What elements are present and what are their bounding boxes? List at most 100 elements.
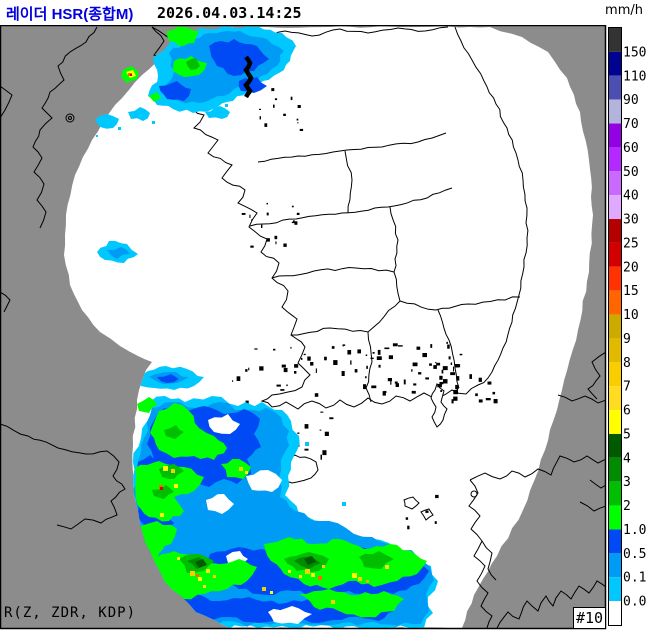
- island-speck: [437, 383, 442, 388]
- island-speck: [455, 364, 459, 368]
- island-speck: [390, 381, 392, 385]
- island-speck: [273, 104, 275, 108]
- island-speck: [296, 118, 299, 121]
- island-speck: [487, 381, 492, 385]
- island-speck: [291, 221, 295, 224]
- island-speck: [266, 212, 269, 216]
- island-speck: [469, 374, 472, 379]
- island-speck: [324, 356, 327, 361]
- island-speck: [436, 362, 441, 366]
- precip-cell: [221, 459, 251, 479]
- legend-segment: [609, 75, 621, 100]
- frame-number-badge: #10: [573, 607, 606, 629]
- legend-segment: [609, 601, 621, 625]
- island-speck: [453, 396, 458, 401]
- legend-segment: [609, 481, 621, 506]
- island-speck: [478, 399, 483, 403]
- island-speck: [250, 245, 254, 248]
- island-speck: [493, 399, 498, 404]
- precip-intense-cell: [160, 487, 163, 490]
- island-speck: [453, 366, 454, 372]
- precip-heavy-cell: [288, 570, 291, 573]
- island-speck: [301, 357, 303, 360]
- legend-segment: [609, 338, 621, 363]
- legend-segment: [609, 171, 621, 196]
- precip-heavy-cell: [352, 573, 357, 578]
- legend-tick-label: 10: [623, 308, 639, 323]
- island-speck: [304, 424, 309, 429]
- island-speck: [407, 525, 410, 530]
- precip-legend: 150 110 90 70 60 50 40 30 25 20 15 10 9 8 7 6 5 4 3 2 1.0 0.5…: [608, 27, 646, 626]
- precip-cell: [264, 537, 427, 589]
- island-speck: [342, 344, 346, 346]
- legend-segment: [609, 290, 621, 315]
- legend-segment: [609, 410, 621, 434]
- precip-gap: [208, 414, 240, 434]
- product-code-label: R(Z, ZDR, KDP): [4, 605, 137, 621]
- precip-heavy-cell: [163, 466, 168, 471]
- legend-segment: [609, 386, 621, 411]
- island-speck: [276, 384, 281, 387]
- precip-heavy-cell: [239, 467, 243, 471]
- legend-unit-label: mm/h: [605, 3, 643, 18]
- legend-tick-label: 4: [623, 451, 631, 466]
- legend-tick-label: 60: [623, 141, 639, 156]
- precip-heavy-cell: [174, 484, 178, 488]
- coastline: [468, 479, 493, 628]
- island-speck: [450, 372, 456, 376]
- legend-tick-label: 2: [623, 499, 631, 514]
- island-speck: [310, 362, 314, 366]
- island-speck: [294, 221, 298, 225]
- coastline: [257, 132, 447, 163]
- coast-overlay: [243, 55, 304, 131]
- precip-heavy-cell: [198, 577, 202, 581]
- island-speck: [259, 366, 264, 371]
- island-speck: [440, 390, 443, 392]
- legend-tick-label: 0.5: [623, 547, 646, 562]
- coast-islet: [65, 113, 75, 123]
- island-speck: [459, 353, 463, 356]
- coastline: [344, 150, 353, 214]
- legend-tick-label: 5: [623, 428, 631, 443]
- coastline: [579, 501, 605, 512]
- coastline: [291, 300, 401, 336]
- island-speck: [293, 220, 295, 222]
- precip-cell: [149, 551, 257, 600]
- precip-heavy-cell: [299, 575, 302, 578]
- island-speck: [455, 364, 458, 366]
- legend-segment: [609, 553, 621, 578]
- precip-heavy-cell: [270, 591, 273, 594]
- island-speck: [405, 517, 409, 520]
- precip-cell: [137, 397, 157, 413]
- island-speck: [442, 366, 448, 371]
- island-speck: [274, 98, 278, 101]
- island-speck: [370, 357, 374, 359]
- island-speck: [422, 353, 427, 358]
- island-speck: [429, 363, 432, 366]
- legend-tick-label: 1.0: [623, 523, 646, 538]
- precip-gap: [246, 470, 282, 492]
- precip-heavy-cell: [358, 577, 362, 581]
- island-speck: [322, 450, 327, 456]
- legend-tick-label: 25: [623, 236, 639, 251]
- tsushima-island: [430, 382, 448, 428]
- legend-segment: [609, 457, 621, 482]
- island-speck: [341, 371, 345, 376]
- island-speck: [266, 202, 268, 205]
- precip-heavy-cell: [322, 565, 325, 568]
- island-speck: [315, 368, 317, 373]
- coastline: [589, 479, 605, 489]
- island-speck: [271, 88, 275, 92]
- precip-speck: [152, 121, 155, 124]
- coastline: [389, 206, 401, 302]
- legend-segment: [609, 123, 621, 148]
- coastline: [557, 394, 605, 404]
- precip-heavy-cell: [206, 569, 210, 573]
- precip-speck: [143, 113, 146, 116]
- island-speck: [384, 347, 390, 350]
- precip-heavy-cell: [160, 513, 164, 517]
- precip-cell: [167, 26, 199, 46]
- coastline: [399, 296, 521, 311]
- precip-cell: [195, 559, 207, 568]
- island-speck: [492, 391, 496, 395]
